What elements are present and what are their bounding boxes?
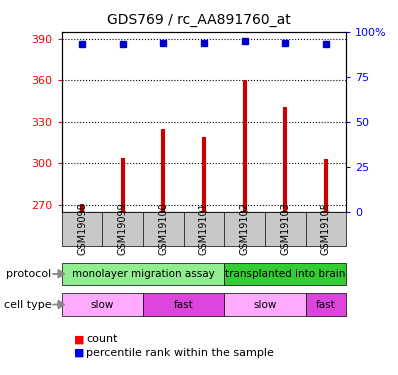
Text: fast: fast (174, 300, 193, 309)
Text: slow: slow (91, 300, 114, 309)
Text: GDS769 / rc_AA891760_at: GDS769 / rc_AA891760_at (107, 13, 291, 27)
Text: fast: fast (316, 300, 336, 309)
Text: GSM19102: GSM19102 (240, 202, 250, 255)
Text: monolayer migration assay: monolayer migration assay (72, 269, 215, 279)
Text: ■: ■ (74, 348, 84, 357)
Text: GSM19101: GSM19101 (199, 202, 209, 255)
Text: protocol: protocol (6, 269, 52, 279)
Text: count: count (86, 334, 118, 344)
Text: ■: ■ (74, 334, 84, 344)
Text: GSM19103: GSM19103 (280, 202, 290, 255)
Text: cell type: cell type (4, 300, 52, 309)
Text: transplanted into brain: transplanted into brain (225, 269, 345, 279)
Text: GSM19098: GSM19098 (77, 202, 87, 255)
Text: GSM19100: GSM19100 (158, 202, 168, 255)
Text: GSM19099: GSM19099 (118, 202, 128, 255)
Text: slow: slow (253, 300, 277, 309)
Text: GSM19105: GSM19105 (321, 202, 331, 255)
Text: percentile rank within the sample: percentile rank within the sample (86, 348, 274, 357)
